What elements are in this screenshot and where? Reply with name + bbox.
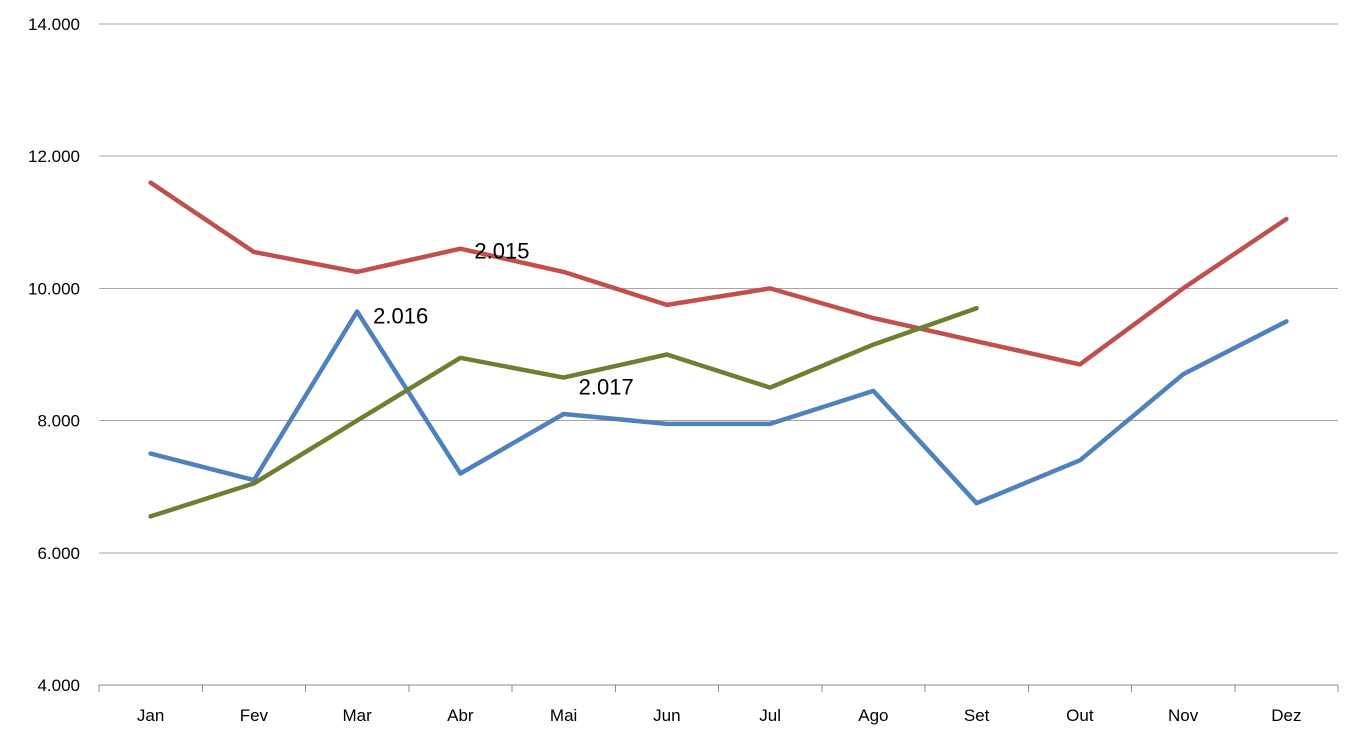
x-axis-month-label: Dez: [1271, 706, 1301, 725]
series-label-2017: 2.017: [579, 375, 634, 400]
y-axis-tick-label: 8.000: [37, 412, 80, 431]
y-axis-tick-label: 14.000: [28, 15, 80, 34]
y-axis-tick-label: 6.000: [37, 544, 80, 563]
x-axis-month-label: Jun: [653, 706, 680, 725]
x-axis-month-label: Set: [964, 706, 990, 725]
x-axis-month-label: Mai: [550, 706, 577, 725]
x-axis-month-label: Jan: [137, 706, 164, 725]
y-axis-tick-label: 10.000: [28, 279, 80, 298]
x-axis-month-label: Jul: [759, 706, 781, 725]
series-label-2015: 2.015: [474, 239, 529, 264]
series-line-2015: [148, 180, 1289, 367]
x-axis-month-label: Fev: [240, 706, 269, 725]
x-axis-month-label: Mar: [342, 706, 372, 725]
x-axis-month-label: Ago: [858, 706, 888, 725]
x-axis-month-label: Abr: [447, 706, 474, 725]
x-axis-month-label: Nov: [1168, 706, 1199, 725]
series-label-2016: 2.016: [373, 304, 428, 329]
series-line-2017: [148, 305, 979, 519]
x-axis-month-label: Out: [1066, 706, 1094, 725]
series-line-2016: [148, 309, 1289, 506]
y-axis-tick-label: 4.000: [37, 676, 80, 695]
y-axis-tick-label: 12.000: [28, 147, 80, 166]
